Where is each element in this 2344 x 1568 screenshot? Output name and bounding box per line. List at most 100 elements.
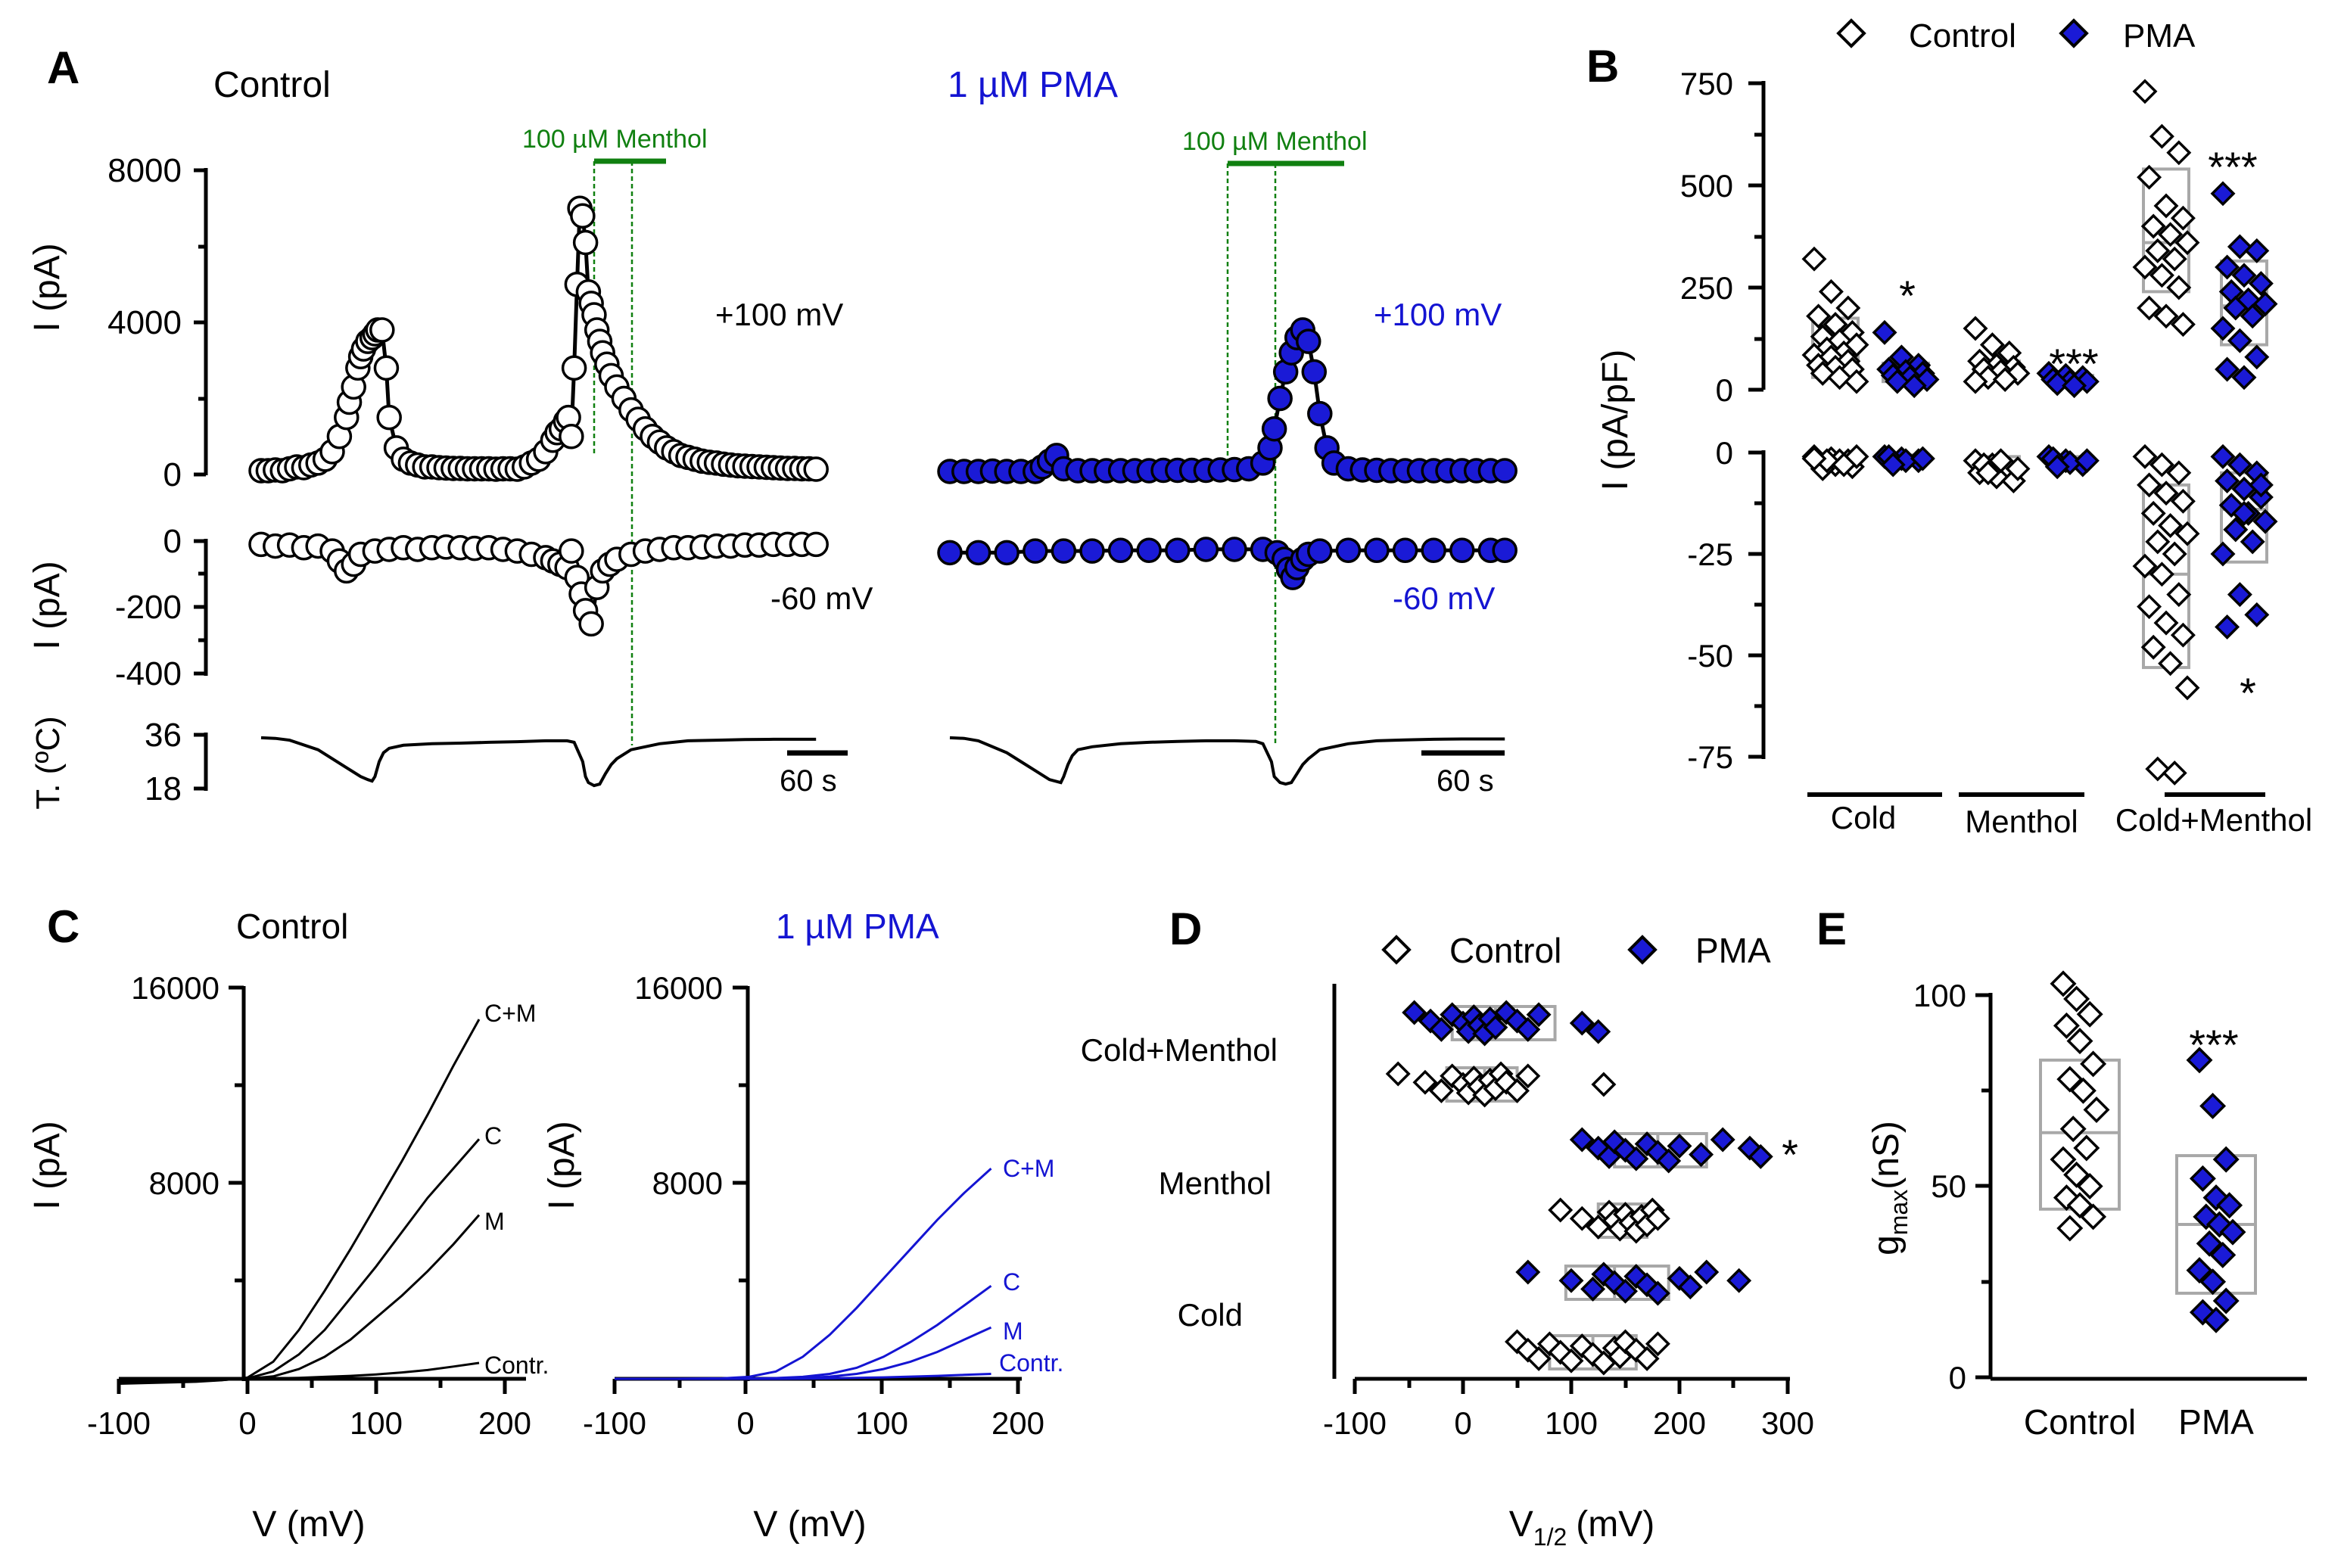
tick-label: -200	[115, 589, 182, 626]
pma-minus60-point	[994, 540, 1019, 566]
control-plus100-point	[559, 424, 584, 450]
pma-bottom-point	[2215, 468, 2240, 493]
panel-c-xlabel: V (mV)	[252, 1504, 365, 1545]
tick-label: 8000	[107, 152, 182, 189]
control-plus100-point	[803, 456, 829, 482]
label-plus100-control: +100 mV	[715, 297, 843, 332]
panel-c-curves	[118, 1019, 992, 1385]
pma-minus60-point	[937, 540, 963, 566]
category-label: Control	[2024, 1402, 2136, 1442]
pma-v-half-point	[1515, 1259, 1541, 1285]
control-v-half-point	[1428, 1078, 1454, 1103]
control-bottom-point	[2166, 460, 2192, 486]
control-top-point	[2153, 193, 2179, 219]
control-bottom-point	[2149, 562, 2174, 587]
control-top-point	[2166, 275, 2192, 300]
pma-gmax-point	[2189, 1165, 2216, 1192]
pma-v-half-point	[1428, 1016, 1454, 1042]
control-top-point	[1827, 365, 1853, 390]
tick-label: 4000	[107, 304, 182, 341]
control-top-point	[2149, 123, 2174, 149]
pma-gmax-point	[2216, 1192, 2243, 1219]
control-minus60-point	[559, 538, 584, 564]
panel-a-ylabel-mid: I (pA)	[27, 561, 67, 649]
pma-gmax-point	[2219, 1218, 2246, 1246]
scalebar-label: 60 s	[780, 764, 837, 798]
control-top-point	[2132, 254, 2158, 280]
tick-label: 0	[163, 523, 182, 560]
pma-v-half-point	[1726, 1268, 1752, 1293]
pma-minus60-point	[1449, 537, 1475, 563]
pma-iv-curve	[615, 1326, 992, 1380]
category-label: Cold	[1831, 800, 1896, 835]
pma-minus60-point	[1193, 537, 1219, 562]
tick-label: -100	[87, 1405, 151, 1441]
panel-c-left-axes	[117, 985, 526, 1394]
pma-iv-curve	[615, 1284, 992, 1380]
pma-v-half-point	[1483, 1015, 1508, 1041]
tick-label: 8000	[149, 1165, 219, 1201]
control-top-point	[2170, 312, 2196, 338]
panel-a-title-pma: 1 µM PMA	[948, 65, 1118, 105]
category-label: Cold+Menthol	[2115, 802, 2312, 838]
legend: Control PMA	[1836, 17, 2196, 54]
ylabel-sub: max	[1885, 1190, 1913, 1235]
legend-pma-marker	[2059, 18, 2089, 48]
curve-label: C	[484, 1122, 502, 1150]
legend-control-label: Control	[1909, 17, 2016, 54]
control-bottom-point	[2145, 529, 2171, 555]
control-top-point	[1818, 278, 1844, 304]
pma-v-half-point	[1586, 1019, 1611, 1044]
pma-top-point	[2227, 234, 2252, 260]
xlabel-unit: (mV)	[1576, 1504, 1654, 1545]
control-bottom-point	[2005, 456, 2031, 481]
pma-v-half-point	[1526, 1002, 1552, 1028]
control-bottom-point	[2137, 472, 2162, 498]
pma-minus60-point	[965, 540, 991, 566]
control-top-point	[2174, 230, 2200, 256]
scalebar-label: 60 s	[1437, 764, 1494, 798]
pma-gmax-point	[2199, 1268, 2227, 1296]
legend-control-label: Control	[1449, 931, 1561, 970]
control-top-point	[2170, 205, 2196, 231]
category-label: Menthol	[1159, 1165, 1272, 1201]
category-label: Menthol	[1965, 804, 2078, 839]
control-plus100-point	[572, 229, 599, 256]
pma-plus100-point	[1301, 359, 1328, 385]
control-v-half-point	[1558, 1348, 1584, 1374]
panel-a-traces	[248, 195, 1518, 788]
control-bottom-point	[2170, 622, 2196, 648]
pma-v-half-point	[1710, 1127, 1735, 1153]
tick-label: 0	[1454, 1405, 1471, 1441]
pma-v-half-point	[1515, 1016, 1541, 1042]
pma-v-half-point	[1558, 1268, 1584, 1293]
label-minus60-control: -60 mV	[770, 580, 873, 616]
pma-v-half-point	[1667, 1133, 1692, 1159]
tick-label: 36	[145, 717, 182, 754]
control-top-point	[2140, 213, 2166, 239]
pma-gmax-point	[2186, 1047, 2213, 1074]
significance-marker: ***	[2208, 143, 2257, 191]
pma-minus60-point	[1307, 538, 1333, 564]
pma-v-half-point	[1402, 1000, 1427, 1025]
tick-label: -75	[1687, 739, 1733, 775]
tick-label: 0	[163, 456, 182, 493]
pma-top-point	[2223, 295, 2249, 321]
control-gmax-point	[2066, 1028, 2093, 1055]
control-top-point	[2162, 246, 2187, 272]
control-v-half-point	[1591, 1072, 1617, 1097]
pma-minus60-point	[1023, 538, 1048, 564]
pma-bottom-point	[2074, 448, 2100, 474]
control-gmax-point	[2080, 1203, 2107, 1230]
pma-top-point	[2210, 316, 2236, 341]
pma-gmax-point	[2212, 1146, 2240, 1173]
control-bottom-point	[1801, 446, 1827, 471]
curve-label: Contr.	[484, 1352, 549, 1379]
control-top-point	[1844, 369, 1869, 394]
xlabel-main: V	[1509, 1504, 1533, 1545]
panel-d-axes	[1332, 984, 1790, 1394]
control-v-half-point	[1505, 1078, 1530, 1103]
pma-v-half-point	[1569, 1127, 1595, 1153]
pma-v-half-point	[1580, 1276, 1606, 1302]
control-gmax-point	[2059, 1115, 2087, 1143]
